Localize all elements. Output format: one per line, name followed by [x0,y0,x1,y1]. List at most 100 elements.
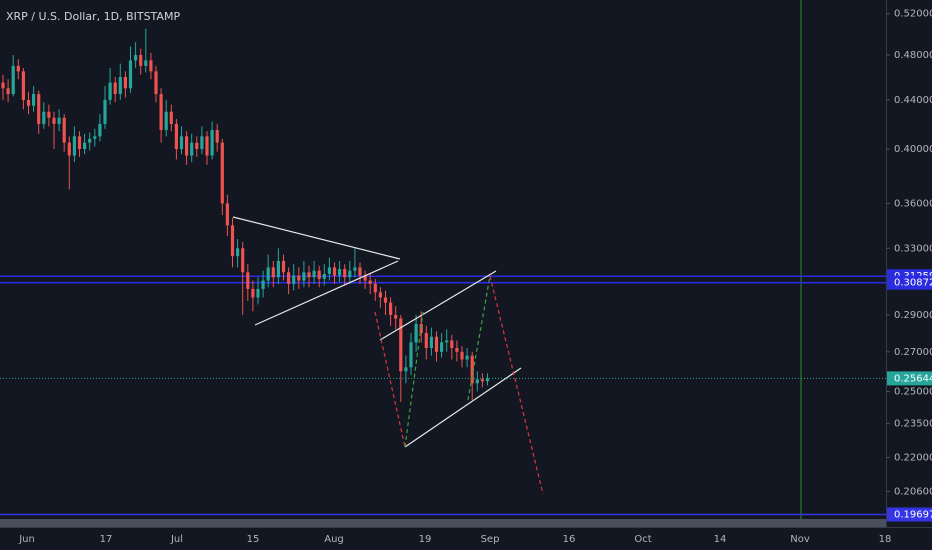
candle-body [6,88,10,95]
candle-body [480,379,484,382]
y-tick-label: 0.29000 [894,310,932,321]
x-tick-label: Nov [790,534,810,545]
x-tick-label: Oct [634,534,651,545]
candle-body [144,60,148,66]
y-tick-label: 0.23500 [894,418,932,429]
candle-body [322,273,326,279]
trend-line [232,216,401,260]
candle-body [343,269,347,278]
candle-body [72,136,76,156]
candle-body [134,54,138,61]
candle-body [368,280,372,284]
price-label: 0.19697 [894,509,932,520]
candle-body [103,99,107,124]
price-label: 0.25644 [894,373,932,384]
y-tick-label: 0.20600 [894,486,932,497]
candle-body [394,314,398,319]
candle-body [414,323,418,343]
candle-body [154,71,158,95]
candle-body [348,270,352,278]
y-tick-label: 0.25000 [894,387,932,398]
y-tick-label: 0.27000 [894,347,932,358]
levels [0,275,886,516]
candle-body [108,82,112,100]
candle-body [399,318,403,372]
candle-body [113,82,117,95]
drawings [232,216,544,495]
y-tick-label: 0.44000 [894,95,932,106]
candle-body [205,136,209,156]
candle-body [455,348,459,352]
candle-body [67,142,71,156]
candle-body [149,60,153,72]
candle-body [297,275,301,281]
candle-body [42,111,46,124]
y-tick-label: 0.33000 [894,243,932,254]
x-tick-label: Jul [170,534,183,545]
trend-line [254,260,399,326]
candle-body [389,302,393,315]
bottom-band [0,519,886,527]
candle-body [215,130,219,143]
candle-body [373,283,377,293]
candle-body [353,267,357,271]
y-tick-label: 0.48000 [894,50,932,61]
y-tick-label: 0.36000 [894,198,932,209]
chart-title: XRP / U.S. Dollar, 1D, BITSTAMP [6,10,180,23]
x-tick-label: 15 [247,534,260,545]
candle-body [332,267,337,276]
candle-body [256,288,260,298]
candle-body [276,260,280,278]
price-label-box [887,371,932,386]
price-label-box [887,275,932,290]
candle-body [57,117,61,124]
candle-body [200,136,204,150]
candle-body [230,225,235,257]
candle-body [195,142,199,150]
candle-body [281,260,286,273]
candle-body [11,65,15,95]
candle-body [77,136,82,150]
candle-body [98,123,102,137]
candle-body [287,272,291,284]
candle-body [450,340,454,349]
x-tick-label: Aug [324,534,344,545]
x-tick-label: 17 [100,534,113,545]
x-tick-label: 16 [563,534,576,545]
candle-body [118,76,122,95]
candle-body [220,142,224,204]
candle-body [440,342,444,352]
candle-body [179,136,184,150]
candle-body [16,65,20,72]
candle-body [164,111,168,131]
candle-body [358,267,362,276]
price-label: 0.30872 [894,278,932,289]
candle-body [307,272,311,278]
candle-body [185,136,189,156]
candle-body [139,54,143,66]
candle-body [302,272,306,281]
candle-body [21,71,25,100]
candle-body [445,340,449,343]
candle-body [225,203,229,226]
candle-body [470,355,474,384]
candle-body [378,292,382,298]
candle-body [210,130,214,156]
candle-body [424,333,428,349]
x-tick-label: 14 [714,534,727,545]
candle-body [383,297,388,303]
candle-body [241,248,245,273]
candle-body [475,379,479,384]
projection-line [404,311,424,448]
candle-body [159,94,163,131]
candle-body [236,248,240,257]
candles [1,28,490,402]
candle-body [32,94,36,106]
candle-body [93,136,97,139]
candle-body [485,378,490,382]
x-tick-label: 19 [419,534,432,545]
trend-line [404,367,522,448]
candle-body [174,123,178,150]
